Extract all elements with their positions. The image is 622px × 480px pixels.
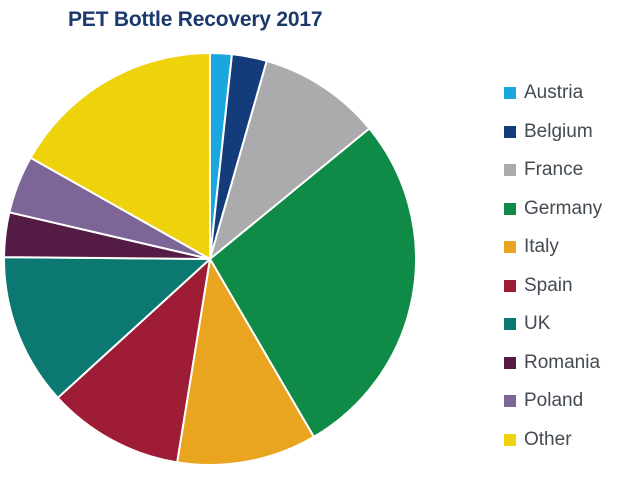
legend-swatch: [504, 356, 516, 369]
legend-label: Belgium: [524, 120, 593, 142]
legend-item-france: France: [504, 151, 602, 190]
legend: Austria Belgium France Germany Italy Spa…: [504, 74, 602, 459]
legend-item-romania: Romania: [504, 344, 602, 383]
pie-slice-france: [209, 59, 371, 260]
legend-item-germany: Germany: [504, 190, 602, 229]
legend-item-other: Other: [504, 421, 602, 460]
legend-swatch: [504, 395, 516, 408]
legend-label: Romania: [524, 351, 601, 373]
legend-label: France: [524, 159, 584, 181]
legend-swatch: [504, 433, 516, 446]
legend-item-uk: UK: [504, 305, 602, 344]
pie-slice-germany: [209, 127, 417, 438]
legend-swatch: [504, 318, 516, 331]
legend-swatch: [504, 125, 516, 138]
legend-label: Poland: [524, 390, 584, 412]
legend-item-belgium: Belgium: [504, 113, 602, 152]
legend-label: UK: [524, 313, 551, 335]
pie-slice-other: [29, 52, 211, 260]
legend-swatch: [504, 279, 516, 292]
legend-item-italy: Italy: [504, 228, 602, 267]
legend-label: Spain: [524, 274, 573, 296]
legend-swatch: [504, 164, 516, 177]
legend-swatch: [504, 241, 516, 254]
pie-slice-italy: [176, 258, 315, 466]
legend-swatch: [504, 202, 516, 215]
legend-label: Austria: [524, 82, 584, 104]
chart-title: PET Bottle Recovery 2017: [68, 8, 323, 31]
legend-item-spain: Spain: [504, 267, 602, 306]
legend-swatch: [504, 87, 516, 100]
legend-label: Italy: [524, 236, 559, 258]
pie-slice-spain: [56, 258, 211, 464]
legend-label: Other: [524, 428, 572, 450]
legend-label: Germany: [524, 197, 603, 219]
legend-item-austria: Austria: [504, 74, 602, 113]
pie-slice-uk: [3, 256, 211, 399]
legend-item-poland: Poland: [504, 382, 602, 421]
